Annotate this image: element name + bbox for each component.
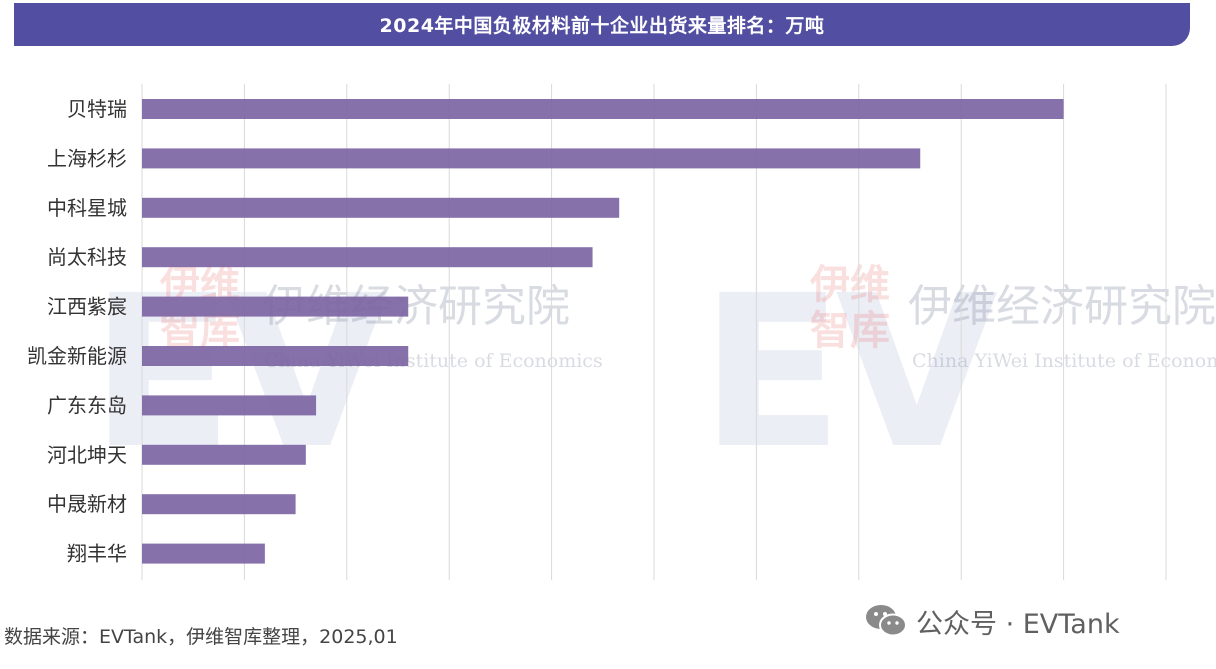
category-label-5: 凯金新能源: [27, 344, 127, 368]
chart-title-bar: 2024年中国负极材料前十企业出货来量排名：万吨: [14, 3, 1190, 46]
category-label-7: 河北坤天: [47, 443, 127, 467]
wechat-badge: 公众号 · EVTank: [864, 602, 1120, 640]
bar-4: [142, 296, 409, 317]
chart-title: 2024年中国负极材料前十企业出货来量排名：万吨: [379, 15, 825, 37]
bar-6: [142, 395, 317, 416]
category-label-8: 中晟新材: [47, 492, 127, 516]
bar-1: [142, 148, 921, 169]
category-label-6: 广东东岛: [47, 393, 127, 417]
wechat-account-label: 公众号 · EVTank: [916, 608, 1120, 640]
bars: [142, 99, 1064, 564]
bar-9: [142, 543, 265, 564]
bar-7: [142, 444, 306, 465]
bar-3: [142, 247, 593, 268]
bar-2: [142, 197, 620, 218]
category-label-4: 江西紫宸: [47, 295, 127, 319]
category-label-3: 尚太科技: [47, 245, 127, 269]
source-note: 数据来源：EVTank，伊维智库整理，2025,01: [4, 626, 398, 648]
category-label-2: 中科星城: [47, 196, 127, 220]
category-label-0: 贝特瑞: [67, 97, 127, 121]
wechat-icon: [866, 605, 907, 637]
category-label-1: 上海杉杉: [47, 146, 127, 170]
bar-8: [142, 494, 296, 515]
category-label-9: 翔丰华: [67, 542, 127, 566]
bar-0: [142, 99, 1064, 119]
bar-5: [142, 346, 409, 366]
